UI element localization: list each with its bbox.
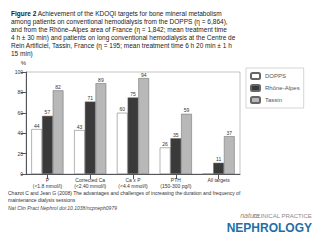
svg-text:20: 20 — [17, 151, 23, 157]
svg-text:75: 75 — [130, 91, 136, 97]
svg-text:and from the Rhône–Alpes area: and from the Rhône–Alpes area of France … — [11, 26, 227, 34]
svg-text:Ca x P: Ca x P — [125, 177, 141, 183]
svg-text:35: 35 — [173, 132, 179, 138]
svg-text:(<2.40 mmol/l): (<2.40 mmol/l) — [74, 183, 106, 189]
svg-text:60: 60 — [120, 106, 126, 112]
svg-text:100: 100 — [15, 69, 24, 75]
svg-text:Nat Clin Pract Nephrol doi:10.: Nat Clin Pract Nephrol doi:10.1038/ncpne… — [8, 205, 117, 211]
svg-text:0: 0 — [20, 171, 23, 177]
svg-text:(<1.8 mmol/l): (<1.8 mmol/l) — [33, 183, 63, 189]
svg-text:15 min): 15 min) — [11, 50, 33, 58]
svg-text:59: 59 — [184, 107, 190, 113]
svg-text:26: 26 — [162, 141, 168, 147]
svg-text:Rein Artificiel, Tassin, Franc: Rein Artificiel, Tassin, France (η = 195… — [11, 42, 232, 50]
svg-text:P: P — [45, 177, 50, 183]
svg-text:nature: nature — [240, 212, 260, 219]
svg-text:All targets: All targets — [207, 177, 230, 183]
svg-text:60: 60 — [17, 110, 23, 116]
svg-text:DOPPS: DOPPS — [265, 73, 286, 79]
svg-text:maintenance dialysis sessions: maintenance dialysis sessions — [8, 197, 76, 203]
svg-text:57: 57 — [45, 109, 51, 115]
svg-text:44: 44 — [34, 123, 40, 129]
svg-text:Achievement of the KDOQI targe: Achievement of the KDOQI targets for bon… — [36, 10, 221, 18]
svg-text:4 h ± 30 min) and patients on: 4 h ± 30 min) and patients on long conve… — [11, 34, 236, 42]
svg-text:CLINICAL PRACTICE: CLINICAL PRACTICE — [253, 213, 312, 219]
svg-text:40: 40 — [17, 130, 23, 136]
svg-text:Chazot C and Jean G (2008) The: Chazot C and Jean G (2008) The advantage… — [8, 190, 241, 196]
svg-text:NEPHROLOGY: NEPHROLOGY — [227, 221, 312, 235]
svg-text:80: 80 — [17, 89, 23, 95]
svg-text:Corrected Ca: Corrected Ca — [75, 177, 106, 183]
svg-text:Tassin: Tassin — [265, 97, 282, 103]
svg-text:11: 11 — [216, 156, 221, 162]
svg-text:Figure 2: Figure 2 — [11, 10, 37, 18]
svg-text:%: % — [21, 60, 27, 66]
svg-text:(150-300 pg/l): (150-300 pg/l) — [160, 183, 191, 189]
svg-text:among patients on conventional: among patients on conventional hemodialy… — [11, 18, 228, 26]
svg-text:94: 94 — [141, 72, 147, 78]
svg-text:89: 89 — [98, 77, 104, 83]
svg-text:43: 43 — [77, 124, 83, 130]
svg-text:71: 71 — [87, 95, 93, 101]
svg-text:82: 82 — [55, 84, 61, 90]
svg-text:Rhône-Alpes: Rhône-Alpes — [265, 85, 300, 91]
svg-text:(<4.4 mmol/l): (<4.4 mmol/l) — [118, 183, 148, 189]
svg-text:37: 37 — [227, 130, 233, 136]
svg-text:PTH: PTH — [170, 177, 181, 183]
